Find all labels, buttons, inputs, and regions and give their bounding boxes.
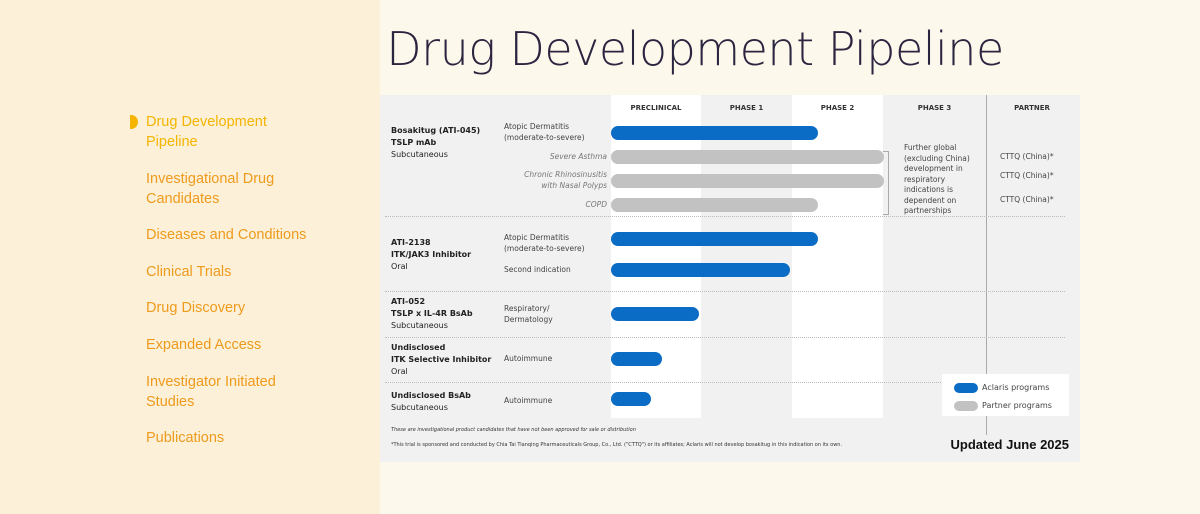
sidebar-item-clinical-trials[interactable]: Clinical Trials	[146, 264, 232, 280]
header-preclinical: PRECLINICAL	[630, 104, 682, 112]
indication-label: Autoimmune	[504, 354, 553, 363]
indication-label: Second indication	[504, 265, 571, 274]
pipeline-chart: PRECLINICAL PHASE 1 PHASE 2 PHASE 3 PART…	[380, 95, 1080, 462]
partner-label: CTTQ (China)*	[1000, 152, 1054, 161]
legend-swatch-aclaris	[954, 383, 978, 393]
sidebar-item-expanded-access[interactable]: Expanded Access	[146, 337, 262, 353]
indication-label: Autoimmune	[504, 396, 553, 405]
indication-label: Atopic Dermatitis (moderate-to-severe)	[504, 233, 585, 253]
bar-aclaris-program	[611, 307, 700, 321]
program-undisclosed-bsab: Undisclosed BsAb Subcutaneous	[391, 391, 471, 412]
sidebar-item-investigational-drug-candidates[interactable]: Investigational Drug Candidates	[146, 171, 275, 207]
active-indicator-icon	[130, 115, 138, 129]
legend-label: Aclaris programs	[982, 383, 1050, 392]
program-undisclosed-itk: Undisclosed ITK Selective Inhibitor Oral	[391, 343, 492, 376]
bar-aclaris-program	[611, 126, 819, 140]
program-bosakitug: Bosakitug (ATI-045) TSLP mAb Subcutaneous	[391, 126, 481, 159]
bar-partner-program	[611, 150, 884, 164]
header-phase2: PHASE 2	[820, 104, 855, 112]
sidebar-item-drug-development-pipeline[interactable]: Drug Development Pipeline	[146, 114, 267, 150]
legend-swatch-partner	[954, 401, 978, 411]
partner-label: CTTQ (China)*	[1000, 195, 1054, 204]
bar-aclaris-program	[611, 263, 791, 277]
bar-partner-program	[611, 174, 884, 188]
sidebar: Drug Development Pipeline Investigationa…	[0, 0, 380, 514]
footnote: *This trial is sponsored and conducted b…	[391, 442, 843, 448]
indication-label: Atopic Dermatitis (moderate-to-severe)	[504, 122, 585, 142]
bar-aclaris-program	[611, 352, 662, 366]
row-divider	[385, 382, 1065, 383]
header-partner: PARTNER	[1014, 104, 1050, 112]
footnote: These are investigational product candid…	[391, 427, 636, 433]
indication-label: Severe Asthma	[549, 152, 607, 161]
row-divider	[385, 337, 1065, 338]
phase3-note: Further global (excluding China) develop…	[904, 143, 970, 215]
phase3-bracket	[883, 151, 889, 215]
bar-aclaris-program	[611, 392, 652, 406]
program-ati-2138: ATI-2138 ITK/JAK3 Inhibitor Oral	[391, 238, 472, 271]
sidebar-item-drug-discovery[interactable]: Drug Discovery	[146, 300, 246, 316]
bar-partner-program	[611, 198, 819, 212]
partner-divider	[986, 95, 987, 435]
partner-label: CTTQ (China)*	[1000, 171, 1054, 180]
sidebar-item-investigator-initiated-studies[interactable]: Investigator Initiated Studies	[146, 374, 276, 410]
header-phase3: PHASE 3	[917, 104, 952, 112]
updated-date: Updated June 2025	[950, 437, 1070, 452]
phase2-column	[792, 95, 883, 418]
sidebar-item-publications[interactable]: Publications	[146, 430, 225, 446]
bar-aclaris-program	[611, 232, 819, 246]
legend: Aclaris programs Partner programs	[942, 374, 1069, 416]
indication-label: Chronic Rhinosinusitis with Nasal Polyps	[524, 170, 607, 190]
row-divider	[385, 216, 1065, 217]
preclinical-column	[611, 95, 701, 418]
page-title: Drug Development Pipeline	[386, 22, 1004, 76]
legend-label: Partner programs	[982, 401, 1052, 410]
indication-label: Respiratory/ Dermatology	[504, 304, 553, 324]
indication-label: COPD	[585, 200, 607, 209]
header-phase1: PHASE 1	[729, 104, 764, 112]
program-ati-052: ATI-052 TSLP x IL-4R BsAb Subcutaneous	[391, 297, 473, 330]
row-divider	[385, 291, 1065, 292]
sidebar-item-diseases-and-conditions[interactable]: Diseases and Conditions	[146, 227, 307, 243]
